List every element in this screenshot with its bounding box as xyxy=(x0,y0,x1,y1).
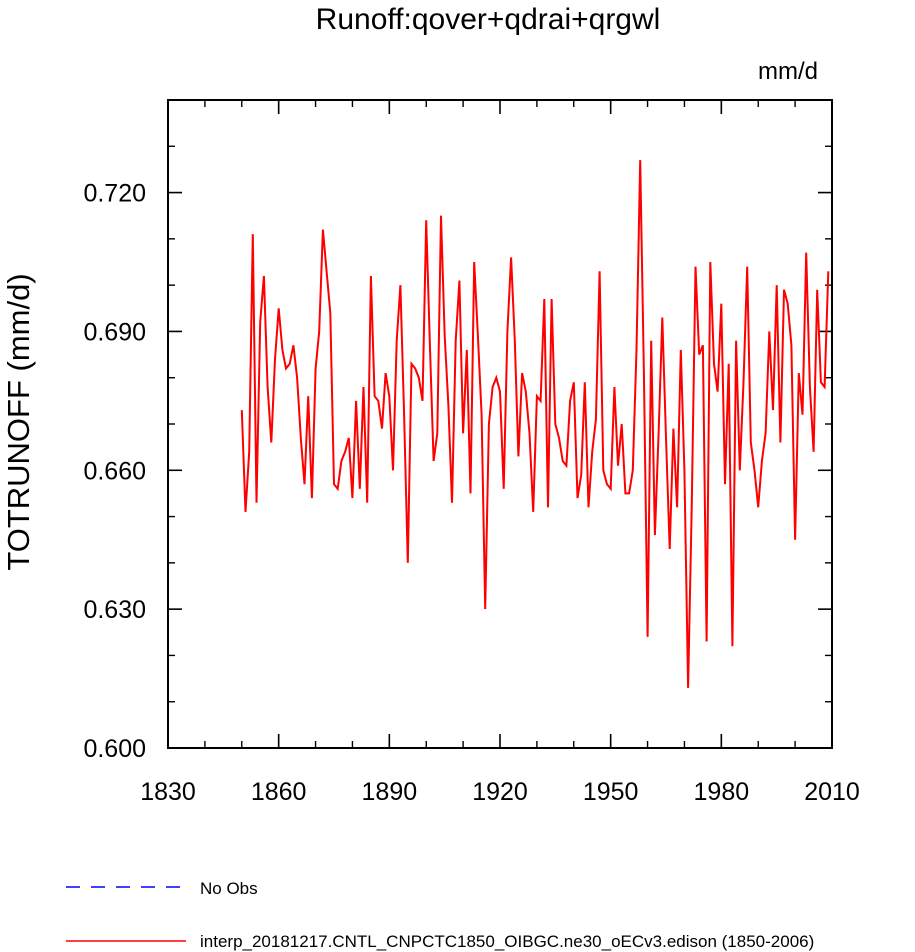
x-tick-label: 1890 xyxy=(362,778,418,806)
series-line-totrunoff xyxy=(240,160,830,688)
legend-label-no-obs: No Obs xyxy=(200,879,258,898)
x-tick-label: 1830 xyxy=(140,778,196,806)
y-tick-label: 0.600 xyxy=(83,735,146,763)
y-axis-label: TOTRUNOFF (mm/d) xyxy=(1,273,36,570)
x-tick-label: 1920 xyxy=(472,778,528,806)
y-tick-label: 0.720 xyxy=(83,180,146,208)
x-tick-label: 1860 xyxy=(251,778,307,806)
x-tick-label: 1950 xyxy=(583,778,639,806)
units-label: mm/d xyxy=(758,58,818,85)
y-tick-label: 0.630 xyxy=(83,596,146,624)
legend: No Obs interp_20181217.CNTL_CNPCTC1850_O… xyxy=(66,879,814,951)
y-tick-label: 0.660 xyxy=(83,457,146,485)
y-tick-label: 0.690 xyxy=(83,318,146,346)
plot-frame xyxy=(167,99,833,749)
chart-title: Runoff:qover+qdrai+qrgwl xyxy=(316,3,661,36)
x-tick-label: 1980 xyxy=(694,778,750,806)
legend-label-model: interp_20181217.CNTL_CNPCTC1850_OIBGC.ne… xyxy=(200,932,814,951)
x-tick-label: 2010 xyxy=(804,778,860,806)
